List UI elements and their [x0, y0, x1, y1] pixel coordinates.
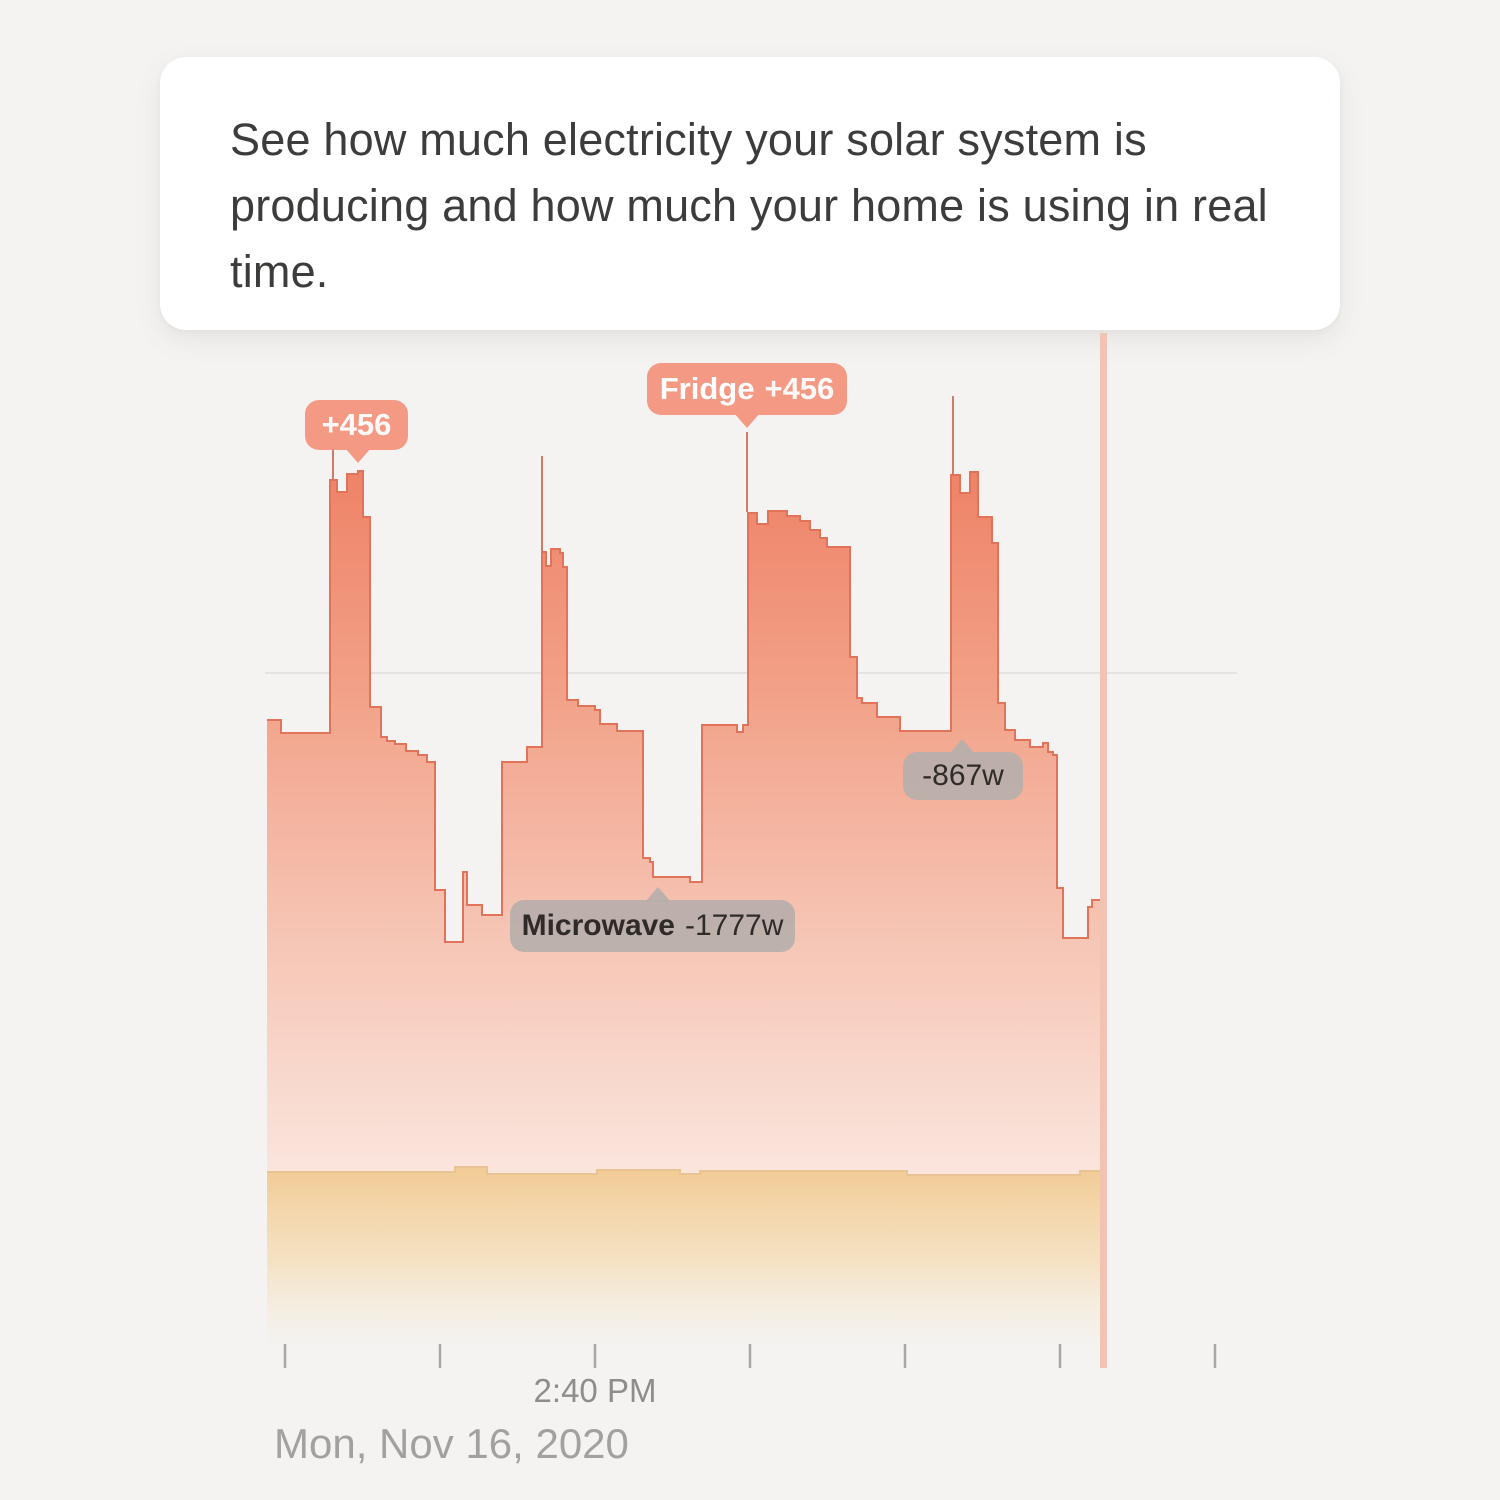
callout-value: +456 — [321, 407, 392, 442]
callout-value: -867w — [922, 759, 1004, 792]
callout-tail-down-icon — [734, 413, 760, 428]
callout-solar-spike: +456 — [305, 400, 408, 463]
event-marker-lines — [332, 396, 954, 551]
time-axis-ticks — [283, 1344, 1217, 1368]
intro-text: See how much electricity your solar syst… — [230, 114, 1268, 297]
callout-device: Fridge — [659, 371, 755, 406]
callout-tail-up-icon — [645, 887, 671, 902]
solar-production-outline — [267, 1166, 1107, 1176]
callout-microwave: Microwave -1777w — [510, 887, 795, 952]
home-usage-outline — [267, 470, 1107, 943]
home-usage-area — [267, 471, 1107, 1185]
date-label: Mon, Nov 16, 2020 — [274, 1420, 629, 1467]
callout-value: -1777w — [685, 909, 784, 942]
intro-card: See how much electricity your solar syst… — [160, 57, 1340, 330]
callout-usage: -867w — [903, 739, 1023, 800]
time-axis-label: 2:40 PM — [533, 1372, 657, 1409]
callout-tail-down-icon — [345, 448, 371, 463]
callout-value: +456 — [764, 371, 835, 406]
current-time-line — [1100, 333, 1107, 1368]
callout-fridge: Fridge +456 — [647, 363, 847, 428]
callout-tail-up-icon — [949, 739, 975, 754]
solar-production-area — [267, 1167, 1107, 1348]
callout-device: Microwave — [521, 909, 675, 942]
